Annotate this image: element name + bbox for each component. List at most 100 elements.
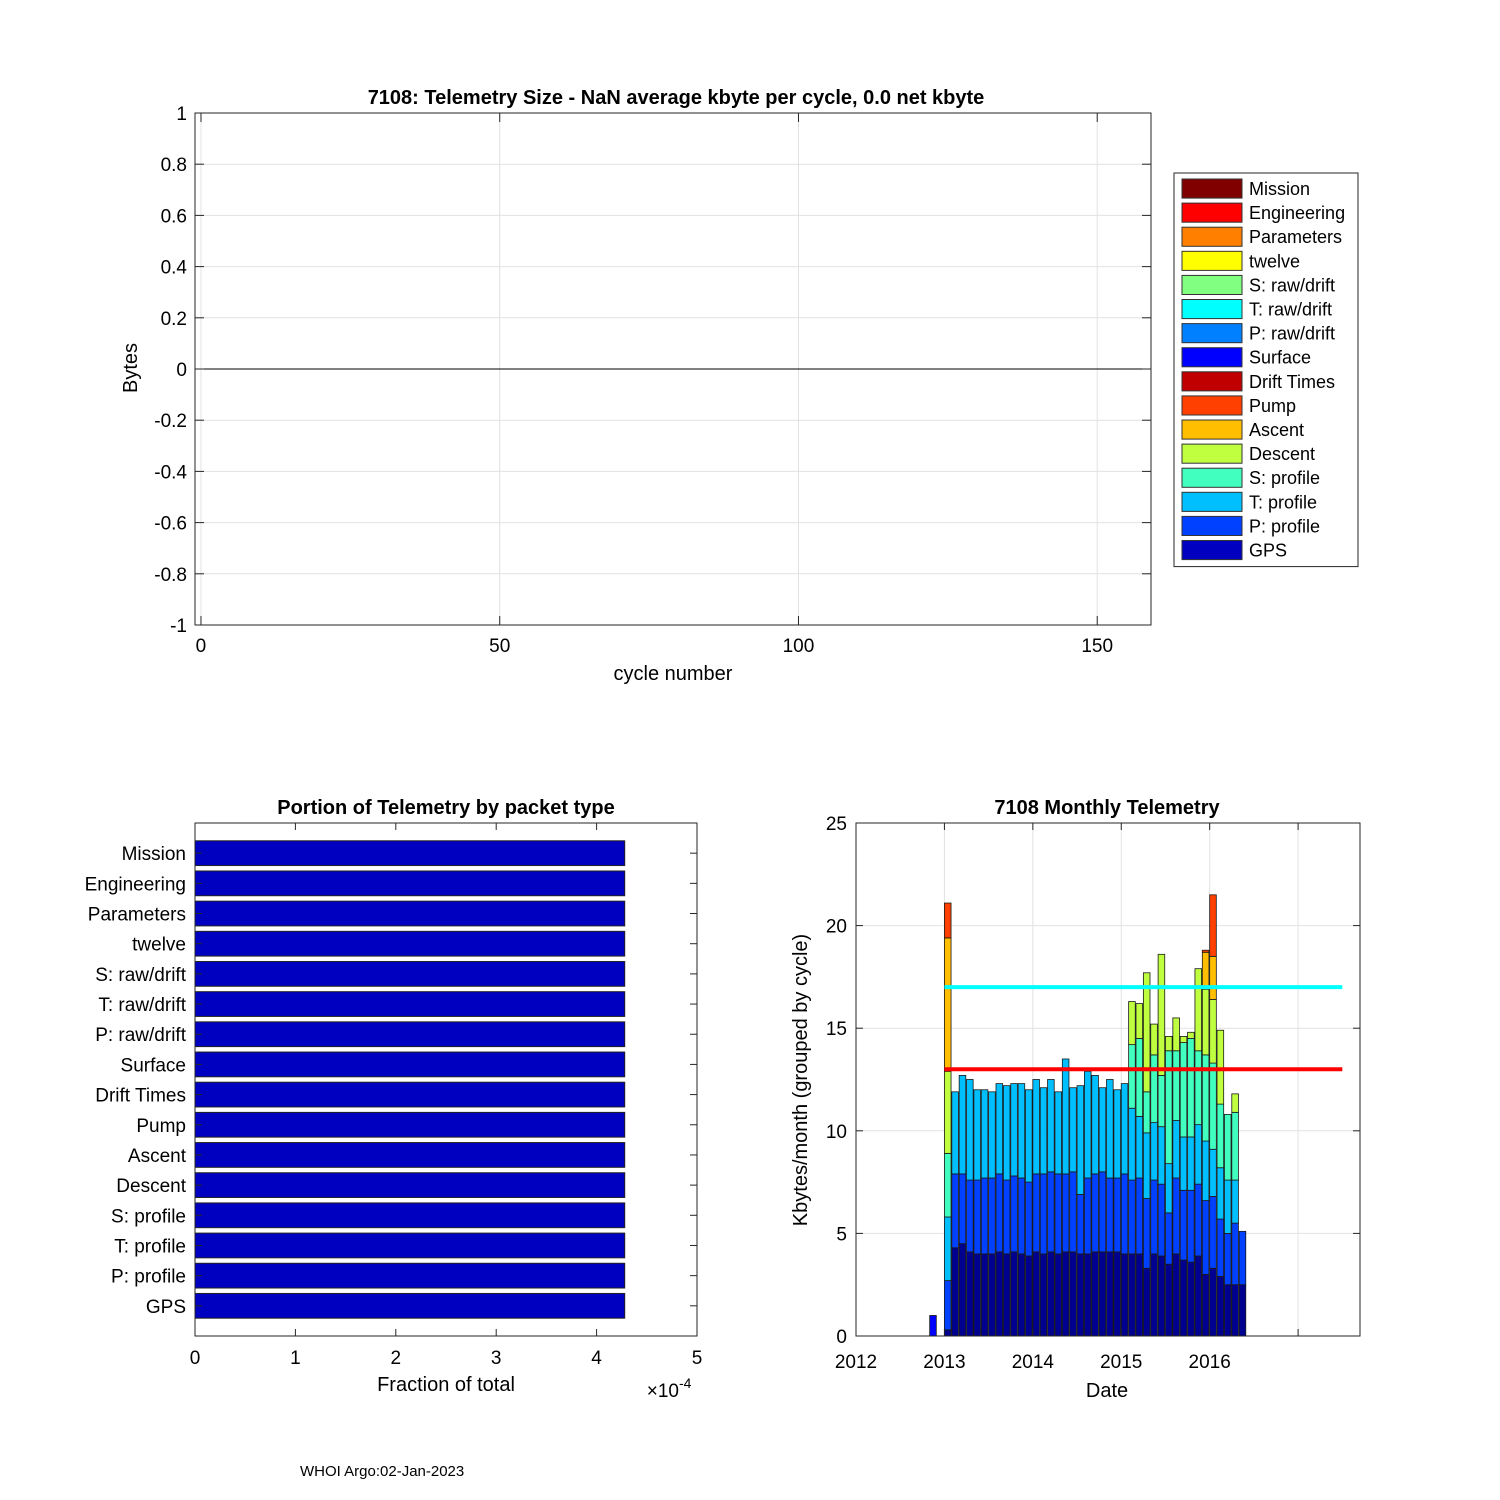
monthly-bar-segment — [958, 1243, 967, 1337]
portion-axes-frame — [194, 822, 698, 1337]
monthly-bar-segment — [1231, 1111, 1239, 1181]
monthly-bar-segment — [1098, 1087, 1107, 1173]
monthly-bar-segment — [980, 1253, 989, 1337]
monthly-bar-segment — [1135, 1038, 1144, 1117]
monthly-bar-segment — [1076, 1194, 1085, 1255]
legend-swatch — [1181, 443, 1243, 464]
portion-bar — [194, 1111, 626, 1138]
monthly-bar-segment — [980, 1177, 989, 1255]
legend-label: T: raw/drift — [1249, 300, 1332, 320]
portion-bar — [194, 1202, 626, 1229]
legend-swatch — [1181, 419, 1243, 440]
monthly-bar-segment — [1128, 1179, 1136, 1255]
monthly-bar-segment — [1047, 1171, 1055, 1253]
monthly-bar-segment — [995, 1083, 1004, 1175]
monthly-bar-segment — [1017, 1083, 1026, 1179]
monthly-bar-segment — [1106, 1177, 1114, 1253]
monthly-bar-segment — [1179, 1259, 1188, 1337]
monthly-bar-segment — [1209, 1062, 1217, 1150]
monthly-bar-segment — [1201, 1200, 1210, 1275]
monthly-bar-segment — [1194, 1183, 1202, 1257]
monthly-bar-segment — [1179, 1189, 1188, 1261]
monthly-bar-segment — [1017, 1177, 1026, 1255]
monthly-bar-segment — [1084, 1253, 1092, 1337]
legend-swatch — [1181, 178, 1243, 199]
monthly-bar-segment — [1172, 1177, 1180, 1255]
y-tick-label: 1 — [176, 104, 187, 125]
monthly-bar-segment — [1076, 1253, 1085, 1337]
monthly-bar-segment — [1216, 1276, 1225, 1337]
monthly-bar-segment — [1047, 1251, 1055, 1337]
monthly-bar-segment — [1142, 1091, 1151, 1134]
y-tick-label: -0.2 — [154, 411, 187, 432]
monthly-bar-segment — [1010, 1175, 1018, 1253]
monthly-axes-frame — [855, 822, 1361, 1337]
monthly-bar-segment — [1002, 1253, 1011, 1337]
monthly-bar-segment — [1238, 1230, 1247, 1286]
portion-category-label: Pump — [136, 1116, 186, 1137]
telemetry-size-y-label: Bytes — [120, 343, 142, 393]
monthly-bar-segment — [1017, 1253, 1026, 1337]
monthly-bar-segment — [1150, 1122, 1158, 1181]
monthly-bar-segment — [1150, 1179, 1158, 1255]
monthly-bar-segment — [951, 1247, 959, 1337]
monthly-bar-segment — [1128, 1107, 1136, 1181]
x-tick-label: 4 — [591, 1348, 602, 1369]
telemetry-size-title: 7108: Telemetry Size - NaN average kbyte… — [368, 87, 985, 109]
monthly-bar-segment — [1224, 1179, 1232, 1234]
x-tick-label: 2014 — [1012, 1352, 1055, 1373]
monthly-bar-segment — [1010, 1083, 1018, 1177]
monthly-bar-segment — [1135, 1116, 1144, 1179]
monthly-bar-segment — [1076, 1085, 1085, 1195]
monthly-bar-segment — [1157, 1255, 1166, 1337]
y-tick-label: -1 — [170, 616, 187, 637]
monthly-bar-segment — [1032, 1079, 1040, 1175]
legend-swatch — [1181, 347, 1243, 368]
y-tick-label: 0.8 — [161, 155, 187, 176]
monthly-bar-segment — [1172, 1017, 1180, 1052]
monthly-bar-segment — [1209, 894, 1217, 957]
monthly-bar-segment — [1039, 1087, 1048, 1175]
portion-category-label: Mission — [122, 844, 186, 865]
x-tick-label: 0 — [190, 1348, 201, 1369]
portion-bar — [194, 840, 626, 867]
monthly-bar-segment — [1142, 972, 1151, 1093]
monthly-bar-segment — [995, 1251, 1004, 1337]
legend-swatch — [1181, 323, 1243, 344]
y-tick-label: 15 — [826, 1019, 847, 1040]
monthly-bar-segment — [1209, 999, 1217, 1064]
monthly-bar-segment — [1032, 1251, 1040, 1337]
monthly-bar-segment — [1201, 1274, 1210, 1337]
monthly-bar-segment — [1209, 1196, 1217, 1269]
legend-label: GPS — [1249, 541, 1287, 561]
telemetry-size-ticks: 0 50 100 150 1 0.8 0.6 0.4 0.2 0 -0.2 -0.4 -0.6 -0.8 -… — [154, 104, 1151, 657]
monthly-bar-segment — [973, 1089, 981, 1181]
monthly-bar-segment — [944, 1329, 952, 1337]
legend-swatch — [1181, 250, 1243, 271]
footer-credit: WHOI Argo:02-Jan-2023 — [300, 1463, 464, 1480]
x-tick-label: 2016 — [1189, 1352, 1231, 1373]
monthly-bar-segment — [1142, 1267, 1151, 1337]
portion-bar — [194, 1142, 626, 1168]
monthly-bar-segment — [1091, 1251, 1099, 1337]
monthly-bar-segment — [1187, 1038, 1195, 1138]
portion-bar — [194, 1021, 626, 1048]
portion-bar — [194, 1081, 626, 1108]
monthly-bar-segment — [1201, 949, 1210, 953]
monthly-bar-segment — [1187, 1136, 1195, 1191]
monthly-bar-segment — [951, 1091, 959, 1175]
monthly-bar-segment — [1201, 988, 1210, 1056]
y-tick-label: -0.4 — [154, 462, 187, 483]
monthly-bar-segment — [1025, 1181, 1033, 1257]
monthly-bar-segment — [1113, 1089, 1121, 1179]
monthly-bar-segment — [973, 1253, 981, 1337]
monthly-bar-segment — [988, 1177, 996, 1255]
monthly-bar-segment — [1061, 1173, 1070, 1253]
portion-category-label: S: profile — [111, 1206, 186, 1227]
legend-label: Mission — [1249, 179, 1310, 199]
monthly-bar-segment — [1142, 1198, 1151, 1269]
monthly-bar-segment — [995, 1173, 1004, 1253]
portion-x-exponent-base: ×10 — [647, 1381, 679, 1402]
legend-label: twelve — [1249, 251, 1300, 271]
monthly-bar-segment — [980, 1089, 989, 1179]
